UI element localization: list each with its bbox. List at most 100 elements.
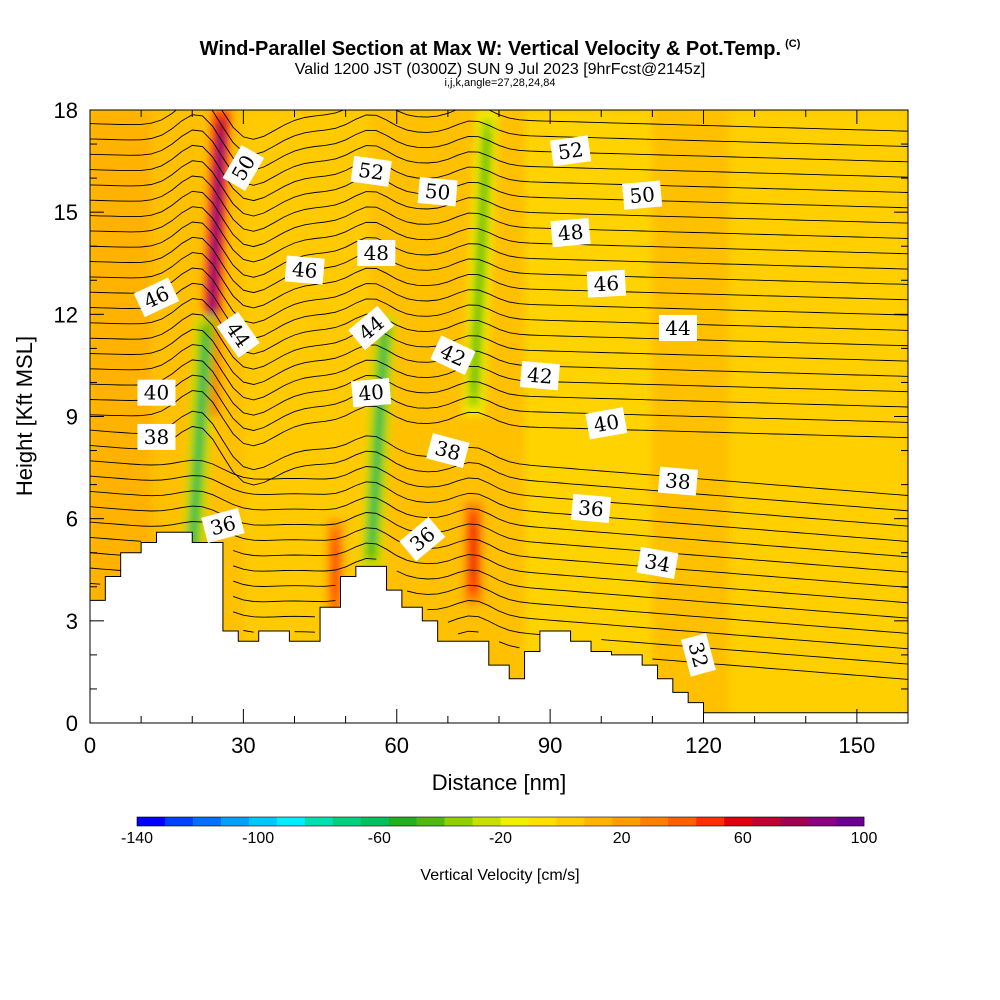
y-tick-label: 6 [66,507,78,532]
contour-label-text: 42 [526,363,553,389]
x-tick-label: 120 [685,733,722,758]
contour-label-text: 40 [592,409,621,437]
contour-label: 38 [137,423,176,450]
contour-label: 40 [585,407,628,440]
contour-label-bg [357,240,396,267]
contour-label-bg [622,180,663,210]
contour-label: 38 [426,433,470,469]
contour-label-text: 50 [424,179,451,205]
theta-contour-line [90,267,908,324]
theta-contour-line [90,114,908,171]
contour-label-bg [549,135,592,167]
theta-contour-line [90,129,908,186]
colorbar-swatch [556,817,585,826]
colorbar-tick-label: -140 [121,830,153,847]
colorbar-swatch [780,817,809,826]
contour-label-bg [216,311,260,358]
colorbar-swatch [276,817,306,826]
theta-contour-line [90,390,908,447]
theta-contour-line [90,206,908,263]
contour-label-bg [348,305,395,351]
contour-label-bg [570,493,612,524]
contour-label-bg [222,144,265,191]
colorbar-swatch [304,817,334,826]
contour-label-text: 50 [628,182,655,208]
colorbar-swatch [472,817,501,826]
contour-label: 52 [549,135,592,167]
contour-label: 32 [680,633,716,677]
colorbar-swatch [668,817,697,826]
contour-label: 46 [284,255,325,285]
contour-label: 48 [550,217,591,248]
colorbar-swatch [836,817,865,826]
colorbar-swatch [528,817,557,826]
contour-label-bg [585,407,628,440]
y-tick-label: 3 [66,609,78,634]
colorbar-swatch [248,817,278,826]
contour-label-bg [201,508,245,543]
contour-label-bg [550,217,591,248]
theta-contour-line [90,236,908,294]
theta-contour-line [90,475,908,542]
contour-label-text: 36 [577,495,604,521]
contour-label: 42 [519,361,560,391]
theta-contour-line [232,611,908,665]
theta-contour-line [90,359,908,416]
contour-label-text: 38 [144,425,169,449]
contour-label: 50 [417,177,458,207]
contour-label: 44 [658,314,697,341]
contour-label-bg [586,269,627,298]
colorbar-swatch [808,817,837,826]
colorbar-swatch [752,817,781,826]
y-tick-label: 12 [54,302,78,327]
contour-label-bg [399,516,446,562]
colorbar-swatch [388,817,417,826]
valid-time-line: Valid 1200 JST (0300Z) SUN 9 Jul 2023 [9… [294,61,706,78]
contour-label-bg [350,155,392,187]
theta-contour-line [90,190,908,248]
contour-label-text: 52 [556,137,585,164]
theta-contours [90,110,908,680]
colorbar-tick-label: 60 [734,830,752,847]
terrain-mask [90,531,908,723]
contour-label-text: 46 [593,271,620,296]
colorbar-swatch [164,817,194,826]
contour-label-text: 38 [664,468,691,494]
contour-label: 46 [586,269,627,298]
contour-label-bg [137,379,176,406]
params-line: i,j,k,angle=27,28,24,84 [444,77,556,89]
contour-label-bg [351,378,392,408]
contour-label-text: 48 [557,220,584,246]
colorbar-swatch [584,817,613,826]
colorbar-tick-label: 20 [613,830,631,847]
contour-label-text: 48 [364,241,389,265]
contour-label: 52 [350,155,392,187]
theta-contour-line [90,459,908,527]
colorbar-swatch [192,817,222,826]
colorbar-label: Vertical Velocity [cm/s] [420,867,579,884]
contour-label-bg [137,423,176,450]
colorbar-swatch [416,817,445,826]
theta-contour-line [90,490,908,558]
contour-label-bg [657,466,698,496]
contour-label: 50 [622,180,663,210]
copyright-mark: (C) [785,38,801,50]
theta-contour-line [90,410,908,496]
x-tick-label: 0 [84,733,96,758]
x-tick-label: 60 [385,733,409,758]
colorbar-swatch [220,817,250,826]
contour-label-bg [284,255,325,285]
theta-contour-line [90,175,908,232]
theta-contour-line [90,374,908,431]
contour-label: 36 [570,493,612,524]
contour-label-text: 40 [357,380,384,406]
contour-label-text: 34 [643,549,672,577]
chart-title: Wind-Parallel Section at Max W: Vertical… [0,38,1000,61]
y-tick-label: 15 [54,200,78,225]
contour-label-bg [519,361,560,391]
theta-contour-line [90,536,908,604]
theta-contour-line [90,567,908,634]
